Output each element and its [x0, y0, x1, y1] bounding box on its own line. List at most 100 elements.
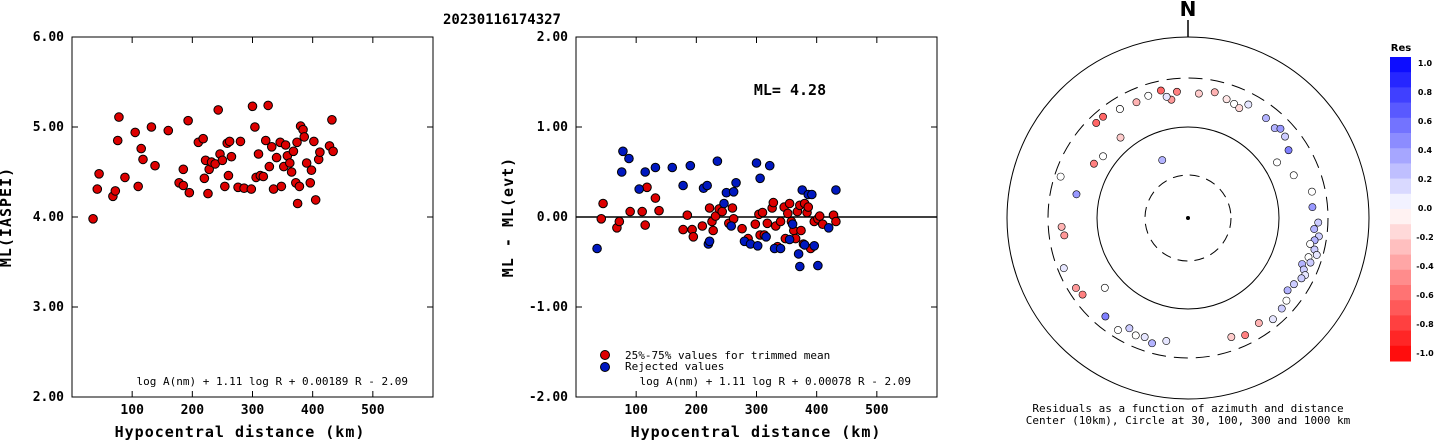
- plot2-y-axis-label: ML - ML(evt): [499, 157, 517, 277]
- plot2-formula: log A(nm) + 1.11 log R + 0.00078 R - 2.0…: [639, 375, 911, 388]
- station-marker: [1254, 319, 1263, 327]
- station-marker: [1144, 91, 1153, 100]
- colorbar-tick-label: 1.0: [1418, 59, 1433, 68]
- data-point: [263, 100, 273, 111]
- colorbar-tick-label: -0.6: [1416, 291, 1434, 300]
- data-point: [88, 214, 98, 224]
- data-point: [280, 140, 291, 150]
- plot1-formula: log A(nm) + 1.11 log R + 0.00189 R - 2.0…: [136, 375, 408, 388]
- rejected-point: [702, 180, 712, 191]
- station-marker: [1057, 222, 1066, 231]
- rejected-point: [650, 162, 661, 173]
- station-marker: [1148, 339, 1156, 348]
- station-marker: [1194, 89, 1203, 98]
- y-tick-label: 2.00: [33, 390, 64, 405]
- data-point: [286, 167, 297, 177]
- station-marker: [1276, 124, 1285, 133]
- data-point: [301, 158, 312, 168]
- y-tick-label: -2.00: [529, 390, 568, 405]
- rejected-point: [795, 261, 805, 272]
- station-marker: [1158, 156, 1167, 165]
- station-marker: [1230, 99, 1239, 108]
- x-tick-label: 300: [241, 403, 265, 418]
- rejected-point: [624, 153, 634, 164]
- x-tick-label: 500: [361, 403, 385, 418]
- y-tick-label: 6.00: [33, 30, 64, 45]
- data-point: [750, 219, 761, 229]
- data-point: [768, 197, 779, 208]
- data-point: [717, 206, 728, 217]
- data-point: [596, 214, 607, 224]
- data-point: [163, 125, 174, 136]
- rejected-point: [793, 249, 804, 259]
- station-marker: [1072, 284, 1080, 292]
- colorbar-swatch: [1390, 57, 1411, 73]
- station-marker: [1312, 251, 1321, 259]
- station-marker: [1308, 187, 1316, 196]
- station-marker: [1059, 264, 1068, 273]
- rejected-point: [618, 146, 628, 157]
- data-point: [678, 224, 688, 235]
- y-tick-label: -1.00: [529, 300, 568, 315]
- station-marker: [1099, 152, 1107, 161]
- colorbar-swatch: [1390, 72, 1411, 88]
- data-point: [246, 184, 257, 194]
- data-point: [198, 133, 208, 144]
- rejected-point: [592, 243, 602, 254]
- residual-colorbar: Res 1.0 0.8 0.6 0.4 0.2 0.0 -0.2 -0.4 -0.6 -0.8 -1…: [1390, 43, 1434, 362]
- station-marker: [1284, 146, 1293, 155]
- colorbar-tick-label: -0.2: [1416, 233, 1434, 242]
- data-point: [94, 169, 104, 179]
- station-marker: [1056, 172, 1065, 181]
- station-marker: [1308, 203, 1317, 212]
- station-marker: [1262, 114, 1270, 123]
- plot2-points: [592, 146, 841, 272]
- data-point: [306, 165, 317, 175]
- data-point: [235, 136, 246, 147]
- colorbar-tick-label: 0.4: [1418, 146, 1433, 155]
- plot1-x-ticks: 100 200 300 400 500: [120, 37, 385, 418]
- data-point: [203, 188, 213, 199]
- data-point: [704, 203, 715, 213]
- station-marker: [1210, 88, 1219, 97]
- colorbar-swatch: [1390, 269, 1411, 286]
- colorbar-swatch: [1390, 345, 1411, 362]
- data-point: [292, 198, 303, 209]
- station-marker: [1092, 119, 1101, 127]
- data-point: [136, 143, 146, 154]
- data-point: [114, 112, 124, 122]
- data-point: [310, 195, 321, 205]
- x-tick-label: 300: [745, 403, 769, 418]
- data-point: [253, 149, 264, 159]
- data-point: [266, 142, 277, 152]
- station-marker: [1162, 92, 1171, 101]
- station-marker: [1125, 324, 1134, 333]
- rejected-point: [685, 160, 696, 171]
- ring-300km: [1047, 77, 1329, 359]
- data-point: [183, 115, 193, 126]
- data-point: [276, 181, 287, 192]
- plot2-x-ticks: 100 200 300 400 500: [624, 37, 889, 418]
- x-tick-label: 500: [865, 403, 889, 418]
- data-point: [650, 193, 661, 203]
- data-point: [130, 127, 140, 138]
- rejected-point: [764, 160, 775, 171]
- data-point: [133, 181, 143, 192]
- station-marker: [1072, 190, 1081, 199]
- rejected-point: [755, 173, 765, 184]
- station-marker: [1157, 86, 1165, 95]
- y-tick-label: 4.00: [33, 210, 64, 225]
- data-point: [640, 220, 650, 230]
- colorbar-swatch: [1390, 315, 1411, 332]
- data-point: [625, 206, 635, 217]
- station-marker: [1314, 218, 1323, 227]
- legend-rejected-label: Rejected values: [625, 360, 724, 373]
- plot-ml-iaspei: 2.00 3.00 4.00 5.00 6.00 100 200 300 400 500 ML(…: [0, 30, 434, 441]
- colorbar-tick-label: -1.0: [1416, 349, 1434, 358]
- legend-rejected-marker: [600, 362, 610, 372]
- data-point: [784, 198, 795, 209]
- data-point: [642, 182, 652, 193]
- rejected-point: [752, 241, 763, 251]
- data-point: [682, 210, 693, 220]
